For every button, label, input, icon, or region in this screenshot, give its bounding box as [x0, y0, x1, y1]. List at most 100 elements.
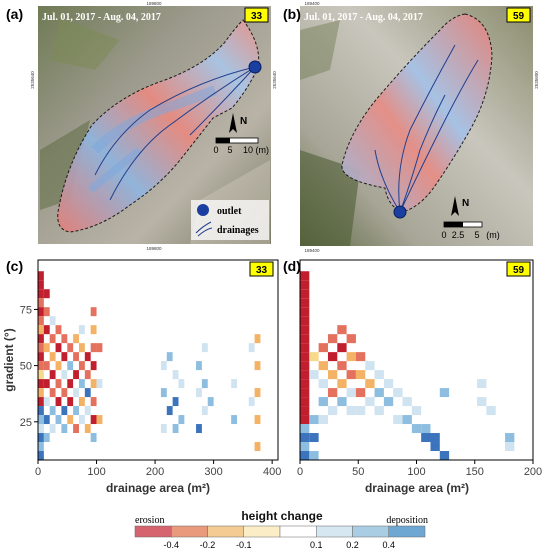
heatmap-cell	[300, 343, 310, 353]
heatmap-cell	[346, 352, 356, 362]
heatmap-cell	[38, 433, 44, 443]
panel-b-number-badge: 59	[513, 11, 525, 22]
legend-outlet-label: outlet	[217, 206, 242, 217]
heatmap-cell	[38, 352, 44, 362]
heatmap-cell	[318, 415, 328, 425]
svg-text:5: 5	[474, 230, 479, 240]
drainage-lines-b	[374, 44, 479, 213]
heatmap-cell	[96, 415, 103, 425]
colorbar-bin	[171, 525, 208, 538]
heatmap-cell	[402, 397, 412, 407]
date-label-a: Jul. 01, 2017 - Aug. 04, 2017	[42, 12, 161, 23]
panel-b-letter: (b)	[283, 6, 301, 22]
colorbar-bin	[388, 525, 426, 538]
panel-c-letter: (c)	[6, 258, 23, 274]
heatmap-cell	[73, 388, 79, 398]
north-arrow-a: N	[229, 113, 247, 133]
heatmap-cell	[67, 343, 74, 353]
colorbar-tick-label: -0.4	[163, 540, 179, 550]
heatmap-cell	[84, 370, 91, 380]
heatmap-cell	[73, 424, 79, 434]
heatmap-cell	[73, 370, 79, 380]
svg-text:0: 0	[441, 230, 446, 240]
heatmap-cell	[38, 442, 44, 452]
colorbar-tick-label: 0.2	[346, 540, 359, 550]
colorbar-bin	[279, 525, 317, 538]
panel-d-letter: (d)	[283, 258, 301, 274]
heatmap-cell	[38, 397, 44, 407]
heatmap-cell	[61, 424, 68, 434]
heatmap-cell	[355, 406, 366, 416]
date-label-b: Jul. 01, 2017 - Aug. 04, 2017	[304, 12, 423, 23]
heatmap-cell	[43, 415, 50, 425]
scale-bar-a: 0 5 10 (m)	[213, 137, 269, 155]
heatmap-cell	[393, 415, 403, 425]
plot-frame-c	[37, 259, 279, 461]
heatmap-cell	[309, 451, 319, 460]
svg-text:0: 0	[213, 145, 218, 155]
x-tick-label: 100	[87, 466, 105, 478]
heatmap-cell	[477, 397, 487, 407]
heatmap-cell	[166, 406, 173, 416]
colorbar-bin	[352, 525, 389, 538]
heatmap-cell	[300, 298, 310, 308]
heatmap-cell	[73, 352, 79, 362]
heatmap-cell	[300, 388, 310, 398]
heatmap-cell	[300, 271, 310, 281]
heatmap-cell	[355, 352, 366, 362]
heatmap-cell	[78, 415, 85, 425]
y-tick-label: 75	[20, 304, 32, 316]
heatmap-cell	[337, 397, 347, 407]
heatmap-cell	[505, 442, 515, 452]
heatmap-cell	[318, 379, 328, 389]
heatmap-cell	[337, 361, 347, 371]
svg-text:(m): (m)	[486, 230, 500, 240]
heatmap-cell	[90, 433, 97, 443]
heatmap-cell	[201, 343, 208, 353]
heatmap-cell	[207, 352, 214, 362]
heatmap-cell	[327, 406, 338, 416]
heatmap-cell	[96, 379, 103, 389]
heatmap-cell	[309, 352, 319, 362]
x-tick-label: 100	[407, 466, 425, 478]
heatmap-cell	[300, 433, 310, 443]
heatmap-cell	[365, 379, 375, 389]
coord-bottom-a: 189800	[146, 246, 162, 251]
heatmap-cell	[38, 406, 44, 416]
heatmap-cell	[38, 325, 44, 335]
heatmap-cell	[374, 370, 384, 380]
coord-top-b: 189400	[304, 1, 320, 6]
heatmap-cell	[374, 406, 384, 416]
heatmap-cell	[318, 361, 328, 371]
heatmap-c	[38, 271, 261, 460]
heatmap-cell	[254, 442, 261, 452]
heatmap-cell	[38, 289, 44, 299]
x-axis-label-d: drainage area (m²)	[365, 481, 469, 495]
heatmap-cell	[254, 361, 261, 371]
heatmap-cell	[43, 289, 50, 299]
heatmap-cell	[393, 388, 403, 398]
heatmap-cell	[172, 397, 179, 407]
heatmap-cell	[78, 397, 85, 407]
y-tick-label: 50	[20, 361, 32, 373]
map-panel-b: Jul. 01, 2017 - Aug. 04, 2017 59 N 0 2.5…	[300, 6, 533, 246]
heatmap-cell	[318, 397, 328, 407]
heatmap-cell	[67, 379, 74, 389]
heatmap-cell	[346, 406, 356, 416]
heatmap-cell	[254, 415, 261, 425]
colorbar-bin	[243, 525, 281, 538]
heatmap-d	[300, 271, 515, 460]
heatmap-cell	[38, 379, 44, 389]
map-legend-a: outlet drainages	[191, 200, 269, 240]
heatmap-cell	[300, 352, 310, 362]
heatmap-cell	[78, 379, 85, 389]
heatmap-cell	[309, 433, 319, 443]
heatmap-cell	[160, 424, 167, 434]
legend-drainages-icon	[195, 221, 213, 237]
heatmap-cell	[172, 370, 179, 380]
heatmap-cell	[231, 379, 238, 389]
heatmap-cell	[78, 325, 85, 335]
heatmap-cell	[166, 352, 173, 362]
heatmap-cell	[300, 397, 310, 407]
heatmap-cell	[178, 415, 185, 425]
